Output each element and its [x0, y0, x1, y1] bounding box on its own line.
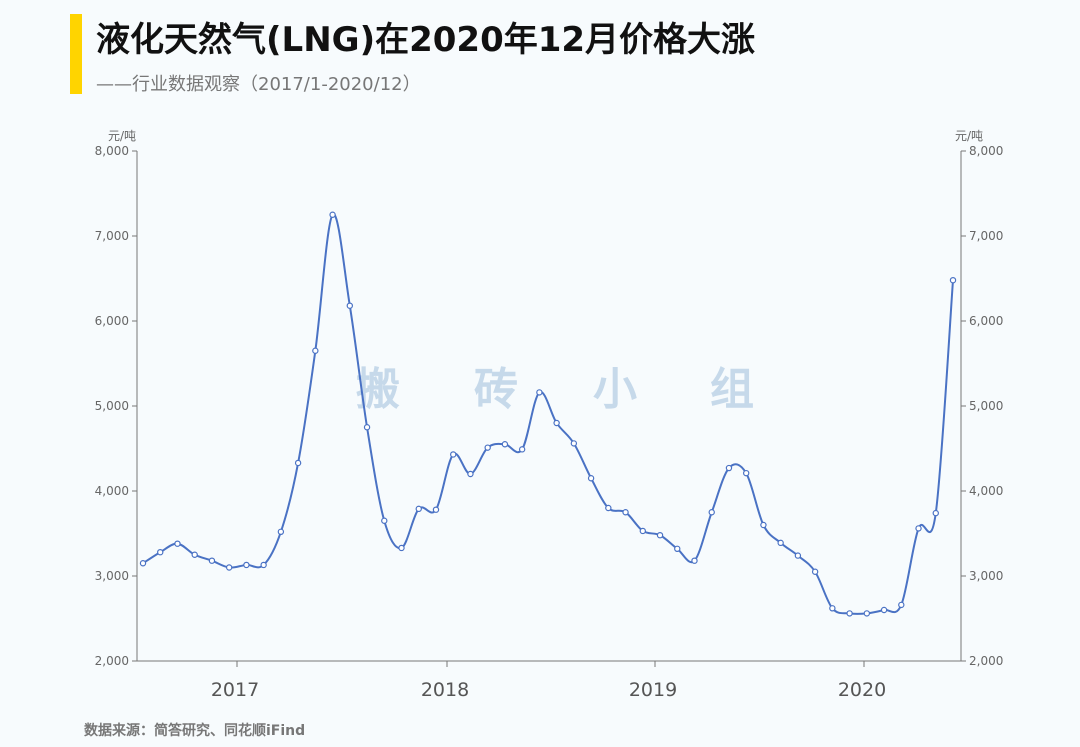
data-point	[691, 557, 698, 564]
y-tick-label-right: 3,000	[969, 569, 1003, 583]
data-point	[191, 551, 198, 558]
y-tick-label-left: 7,000	[95, 229, 129, 243]
data-point	[174, 540, 181, 547]
data-point	[846, 610, 853, 617]
data-point	[932, 509, 939, 517]
data-point	[363, 424, 371, 431]
data-point	[760, 521, 767, 529]
data-point	[777, 539, 784, 547]
y-tick-label-left: 5,000	[95, 399, 129, 413]
y-tick-label-right: 5,000	[969, 399, 1003, 413]
data-point	[880, 606, 888, 614]
x-tick-label: 2018	[421, 679, 469, 701]
watermark-char: 小	[593, 364, 637, 415]
y-tick-label-right: 2,000	[969, 654, 1003, 668]
data-source-note: 数据来源：简答研究、同花顺iFind	[84, 723, 306, 739]
data-point	[501, 441, 509, 448]
data-point	[742, 469, 750, 477]
data-point	[415, 505, 422, 513]
y-tick-label-right: 8,000	[969, 144, 1003, 158]
data-point	[208, 557, 216, 564]
data-point	[639, 527, 646, 535]
data-point	[708, 509, 715, 516]
watermark-char: 组	[710, 364, 754, 415]
data-point	[863, 610, 871, 617]
data-point	[467, 470, 474, 478]
data-point	[139, 560, 147, 567]
data-point	[656, 532, 664, 539]
data-point	[346, 302, 354, 309]
y-tick-label-left: 8,000	[95, 144, 129, 158]
data-point	[553, 419, 560, 427]
data-point	[450, 451, 457, 458]
data-point	[674, 545, 681, 553]
data-point	[260, 561, 267, 569]
data-point	[225, 564, 233, 571]
y-tick-label-right: 4,000	[969, 484, 1003, 498]
y-unit-right: 元/吨	[955, 129, 983, 143]
data-point	[605, 504, 612, 512]
x-tick-label: 2019	[629, 679, 677, 701]
x-tick-label: 2020	[838, 679, 886, 701]
y-unit-left: 元/吨	[108, 129, 136, 143]
data-point	[587, 475, 595, 482]
data-point	[277, 528, 285, 536]
data-point	[536, 389, 543, 396]
data-point	[329, 211, 336, 218]
y-tick-label-left: 4,000	[95, 484, 129, 498]
data-point	[949, 277, 957, 284]
data-point	[432, 506, 440, 513]
x-tick-label: 2017	[211, 679, 259, 701]
data-point	[312, 347, 319, 354]
data-point	[381, 517, 388, 524]
data-point	[518, 446, 526, 453]
data-point	[570, 440, 578, 447]
y-tick-label-left: 3,000	[95, 569, 129, 583]
page-subtitle: ——行业数据观察（2017/1-2020/12）	[96, 74, 421, 95]
data-point	[398, 544, 405, 552]
data-point	[157, 549, 164, 556]
data-point	[294, 459, 302, 467]
data-point	[622, 509, 629, 516]
data-point	[725, 464, 733, 472]
data-point	[915, 525, 922, 532]
y-tick-label-right: 6,000	[969, 314, 1003, 328]
y-tick-label-left: 6,000	[95, 314, 129, 328]
title-accent-bar	[70, 14, 82, 94]
page-title: 液化天然气(LNG)在2020年12月价格大涨	[96, 20, 756, 60]
data-point	[898, 601, 905, 609]
data-point	[794, 552, 802, 559]
watermark-char: 搬	[356, 364, 400, 415]
data-point	[243, 561, 250, 569]
y-tick-label-right: 7,000	[969, 229, 1003, 243]
y-tick-label-left: 2,000	[95, 654, 129, 668]
data-point	[811, 568, 819, 575]
price-series-line	[142, 213, 954, 615]
data-point	[829, 605, 836, 612]
data-point	[484, 444, 491, 451]
watermark-char: 砖	[474, 364, 518, 415]
